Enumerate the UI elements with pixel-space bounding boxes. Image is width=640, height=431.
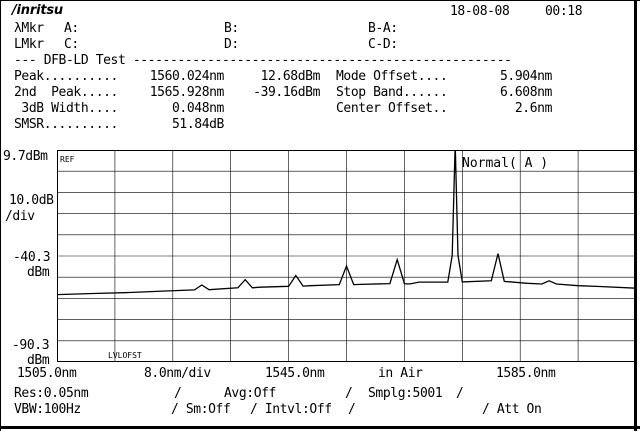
level-marker-label: LMkr (14, 37, 44, 52)
smoothing-setting: / Sm:Off (171, 402, 231, 417)
3db-width-value: 0.048nm (172, 101, 224, 116)
spectrum-trace (57, 150, 637, 296)
date-display: 18-08-08 (450, 4, 510, 19)
scale-unit-label: /div (5, 209, 35, 224)
interval-setting: / Intvl:Off (250, 402, 332, 417)
separator: / (348, 402, 356, 417)
separator: / (456, 386, 464, 401)
brand-logo: /inritsu (12, 3, 63, 18)
marker-ba-label: B-A: (368, 21, 398, 36)
level-offset-label: LVLOFST (108, 351, 142, 360)
mode-offset-label: Mode Offset.... (336, 69, 448, 84)
medium-label: in Air (378, 366, 423, 381)
smsr-label: SMSR.......... (14, 117, 118, 132)
bottom-unit-label: dBm (27, 353, 50, 368)
separator: / (174, 386, 182, 401)
spectrum-plot: REF Normal( A ) LVLOFST (57, 150, 637, 362)
plot-frame (57, 150, 636, 362)
vbw-setting: VBW:100Hz (14, 402, 81, 417)
peak-level: 12.68dBm (260, 69, 321, 84)
plot-grid (57, 150, 636, 362)
marker-a-label: A: (64, 21, 79, 36)
second-peak-wavelength: 1565.928nm (149, 85, 225, 100)
ref-level-label: 9.7dBm (3, 149, 48, 164)
ref-marker-label: REF (60, 155, 75, 164)
mid-level-label: -40.3 (13, 250, 51, 265)
smsr-value: 51.84dB (172, 117, 224, 132)
mode-offset-value: 5.904nm (500, 69, 552, 84)
marker-cd-label: C-D: (368, 37, 398, 52)
stop-band-label: Stop Band...... (336, 85, 448, 100)
dfb-ld-test-title: --- DFB-LD Test ------------------------… (14, 54, 512, 68)
x-stop-label: 1585.0nm (496, 366, 556, 381)
peak-label: Peak.......... (14, 69, 118, 84)
separator: / (345, 386, 353, 401)
stop-band-value: 6.608nm (500, 85, 552, 100)
mid-unit-label: dBm (27, 265, 50, 280)
marker-d-label: D: (224, 37, 239, 52)
x-center-label: 1545.0nm (265, 366, 325, 381)
time-display: 00:18 (545, 4, 583, 19)
second-peak-label: 2nd Peak..... (14, 85, 118, 100)
center-offset-value: 2.6nm (514, 101, 553, 116)
peak-wavelength: 1560.024nm (149, 69, 225, 84)
screen-border-shadow (0, 426, 640, 429)
average-setting: Avg:Off (224, 386, 276, 401)
trace-mode-label: Normal( A ) (462, 156, 548, 171)
second-peak-level: -39.16dBm (253, 85, 320, 100)
wavelength-marker-label: λMkr (14, 21, 44, 36)
marker-b-label: B: (224, 21, 239, 36)
3db-width-label: 3dB Width.... (14, 101, 118, 116)
screen-border (0, 0, 640, 1)
sampling-setting: Smplg:5001 (368, 386, 443, 401)
screen-border (0, 0, 1, 431)
attenuator-setting: / Att On (482, 402, 542, 417)
marker-c-label: C: (64, 37, 79, 52)
x-div-label: 8.0nm/div (144, 366, 211, 381)
resolution-setting: Res:0.05nm (14, 386, 89, 401)
bottom-level-label: -90.3 (12, 338, 50, 353)
center-offset-label: Center Offset.. (336, 101, 448, 116)
x-start-label: 1505.0nm (17, 366, 77, 381)
scale-label: 10.0dB (9, 193, 54, 208)
